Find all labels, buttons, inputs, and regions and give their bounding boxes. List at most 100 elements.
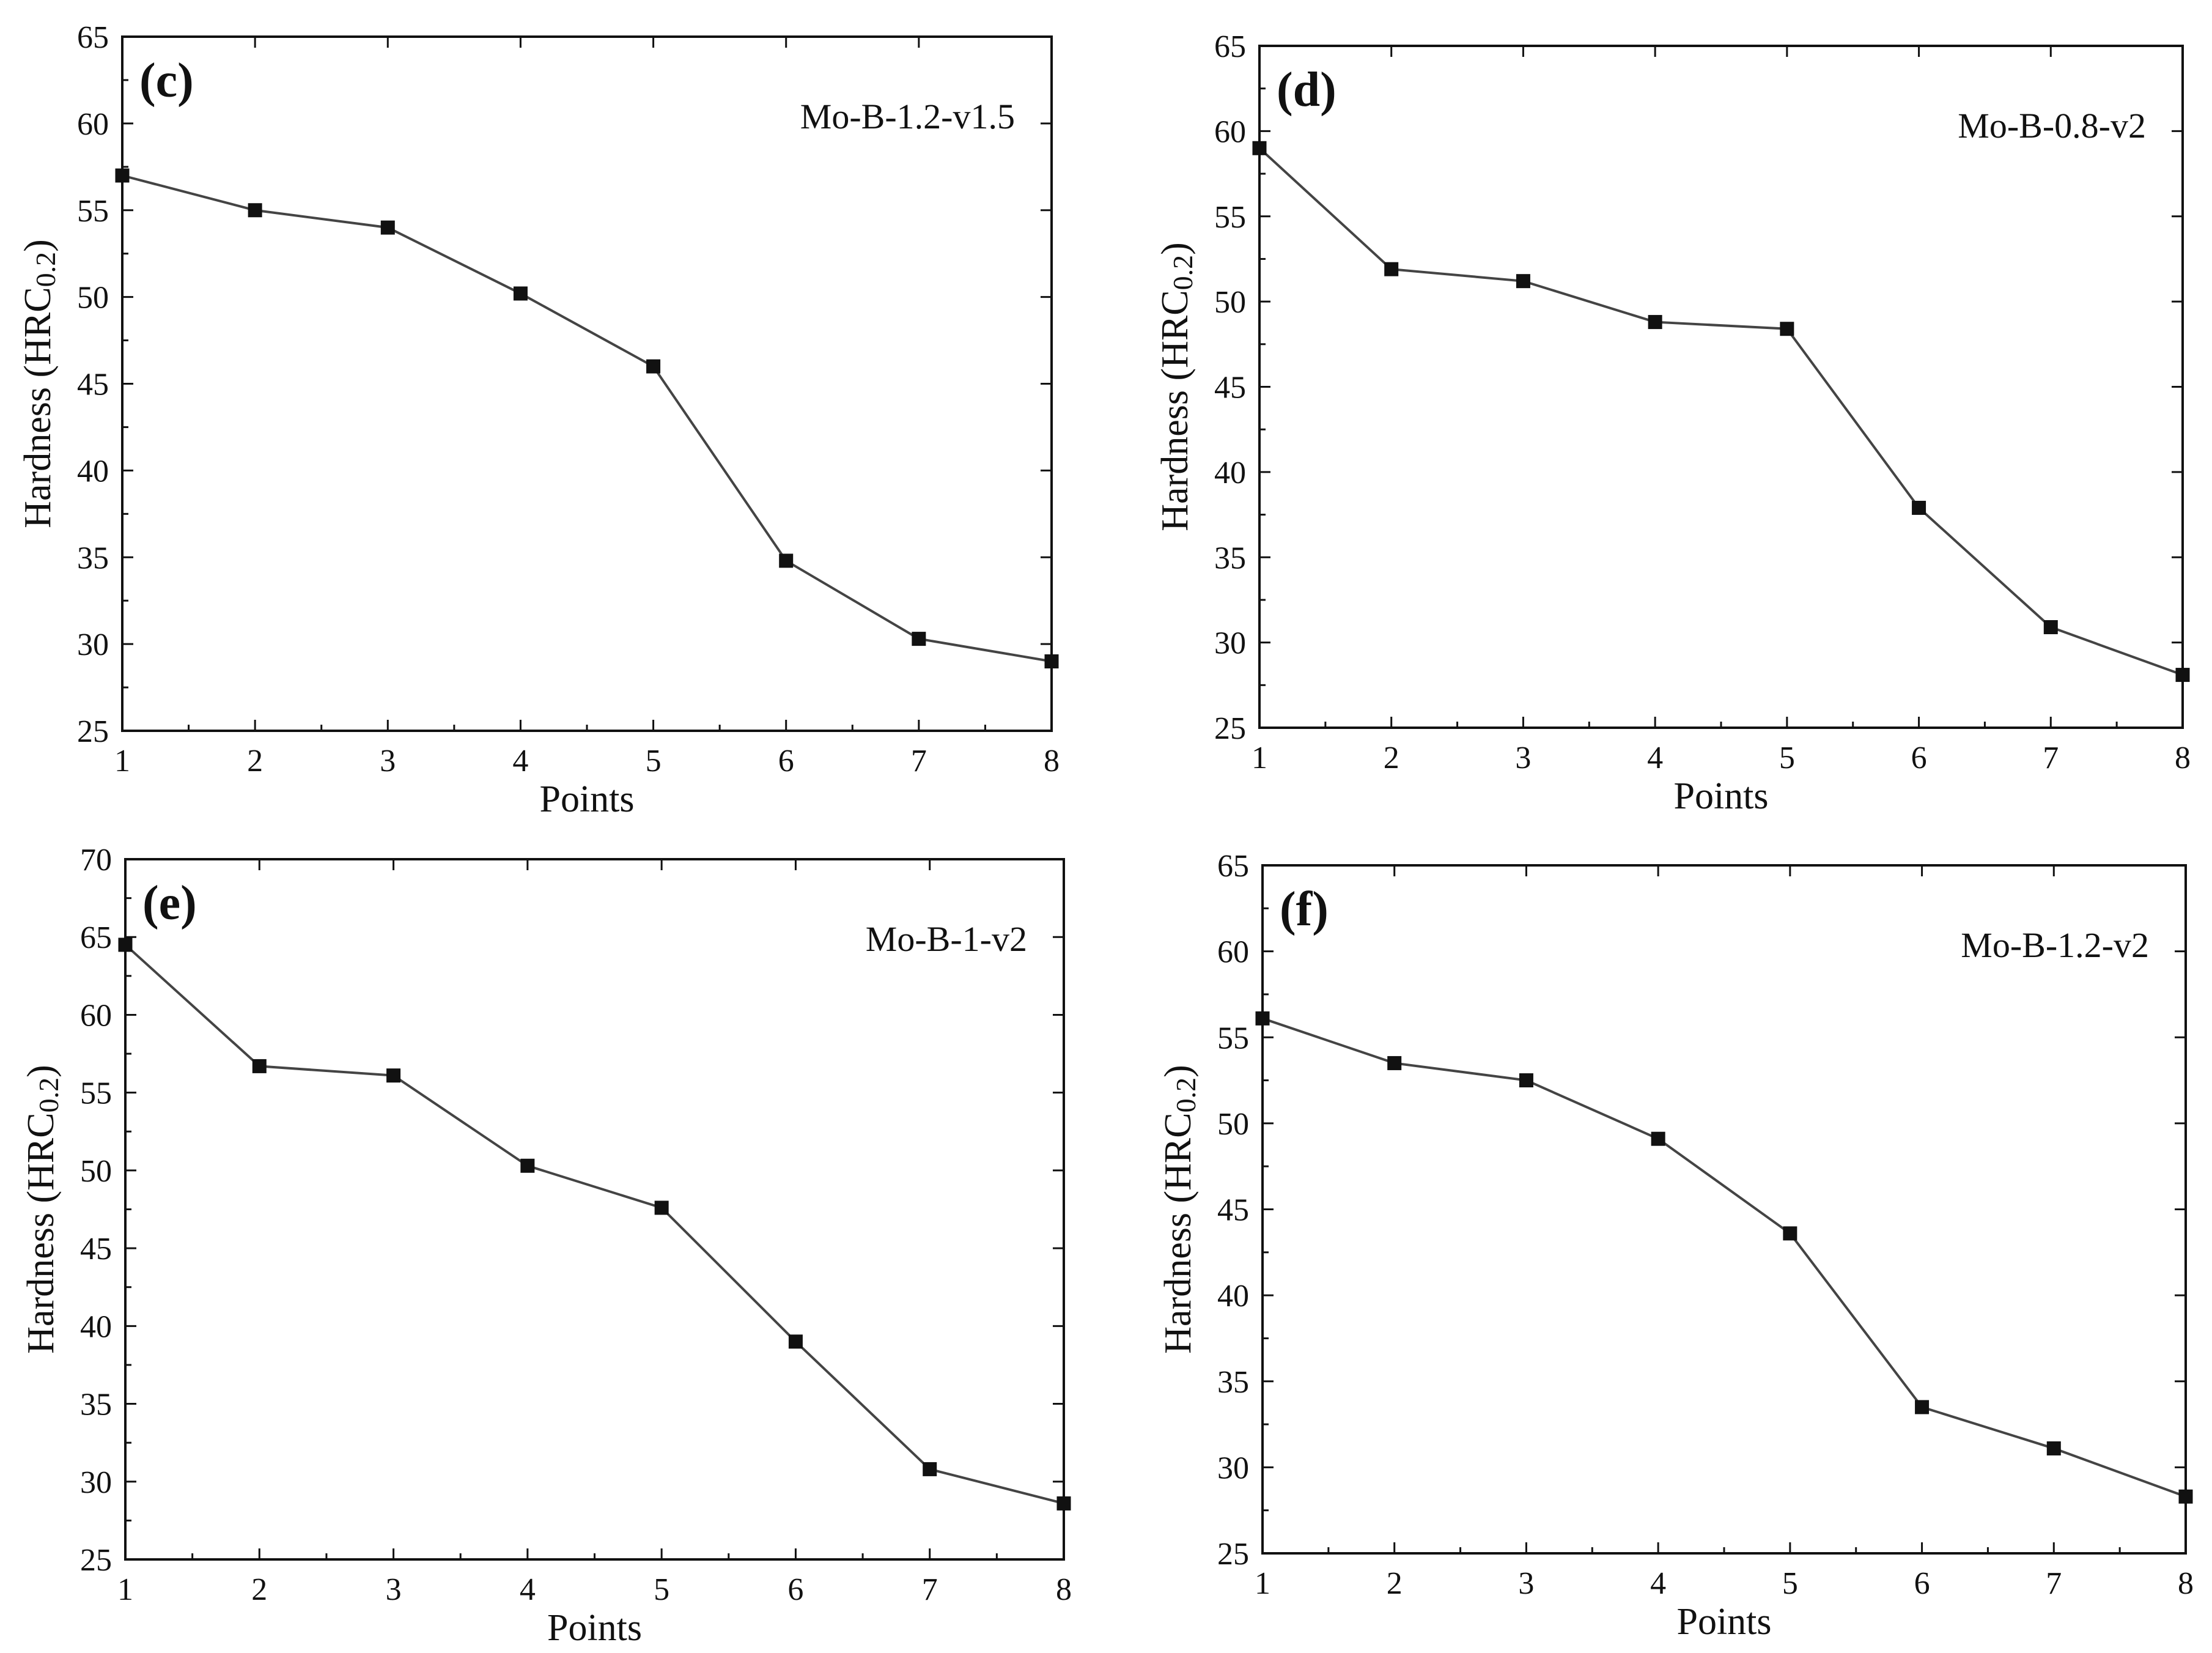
x-tick-label: 6 [1911,741,1927,775]
series-line [1262,1017,2186,1498]
y-axis-title-main: Hardness (HRC [1154,290,1196,531]
data-point [380,220,395,235]
x-tick-label: 8 [1056,1572,1072,1607]
x-tick-label: 8 [2175,741,2191,775]
series-label: Mo-B-1-v2 [866,919,1027,959]
data-point [386,1068,401,1083]
panel-label: (d) [1277,63,1336,117]
y-tick-label: 25 [1214,711,1246,746]
y-tick-label: 55 [1214,200,1246,235]
y-tick-label: 25 [1217,1537,1249,1572]
x-axis-title: Points [1676,1601,1771,1643]
x-tick-label: 8 [2178,1566,2194,1601]
x-tick-label: 1 [117,1572,133,1607]
plot-frame [124,858,1065,1561]
data-point [513,286,528,301]
series-label: Mo-B-1.2-v2 [1961,925,2149,965]
y-tick-label: 30 [1217,1451,1249,1485]
data-point [1915,1400,1930,1414]
data-point [1255,1011,1270,1026]
y-tick-label: 35 [77,541,109,575]
data-point [2178,1489,2193,1504]
y-axis-title-close: ) [1154,242,1196,255]
y-axis-title: Hardness (HRC0.2) [20,1065,64,1354]
data-point [1648,315,1662,330]
data-point [788,1334,803,1349]
y-tick-label: 50 [77,281,109,316]
x-tick-label: 4 [512,744,528,778]
panel-label: (e) [142,876,197,930]
y-tick-label: 60 [77,107,109,142]
y-tick-label: 35 [80,1388,112,1422]
y-axis-title-main: Hardness (HRC [1157,1112,1199,1353]
y-axis-title-subscript: 0.2 [33,1078,64,1113]
plot-frame [121,35,1053,732]
y-tick-label: 60 [1214,114,1246,149]
y-axis-title-close: ) [20,1065,62,1078]
y-axis-title: Hardness (HRC0.2) [1154,242,1198,531]
y-tick-label: 40 [1214,456,1246,490]
y-axis-title-subscript: 0.2 [1170,1078,1201,1113]
y-axis-title-main: Hardness (HRC [20,1112,62,1353]
y-tick-label: 60 [1217,935,1249,970]
y-axis-title: Hardness (HRC0.2) [17,239,61,528]
series-label: Mo-B-1.2-v1.5 [800,97,1015,136]
x-axis-title: Points [1673,775,1768,817]
y-tick-label: 50 [1214,285,1246,320]
y-axis-title-subscript: 0.2 [30,252,61,287]
data-point [912,632,926,646]
y-tick-label: 55 [1217,1021,1249,1056]
x-tick-label: 8 [1044,744,1060,778]
x-tick-label: 1 [114,744,130,778]
series-line [124,944,1064,1505]
x-tick-label: 3 [1518,1566,1534,1601]
y-tick-label: 35 [1214,541,1246,575]
data-point [1516,274,1530,289]
y-tick-label: 65 [80,920,112,955]
data-point [118,937,133,952]
x-tick-label: 4 [520,1572,536,1607]
y-tick-label: 35 [1217,1365,1249,1400]
y-axis-title-close: ) [1157,1065,1199,1078]
y-axis-title-subscript: 0.2 [1167,255,1198,290]
data-point [1387,1056,1402,1070]
data-point [2175,668,2190,682]
x-tick-label: 5 [1779,741,1795,775]
x-tick-label: 3 [380,744,396,778]
x-tick-label: 7 [2046,1566,2062,1601]
data-point [248,203,262,218]
y-tick-label: 55 [77,194,109,229]
x-tick-label: 2 [1384,741,1399,775]
y-tick-label: 55 [80,1076,112,1111]
data-point [252,1059,267,1073]
data-point [923,1462,937,1476]
data-point [1252,141,1267,155]
data-point [1056,1496,1071,1511]
data-point [1912,500,1926,515]
y-tick-label: 30 [1214,626,1246,661]
y-axis-title: Hardness (HRC0.2) [1157,1065,1201,1354]
data-point [779,553,794,568]
data-point [115,168,130,183]
data-point [646,359,661,374]
data-point [520,1158,535,1173]
panel-label: (f) [1280,882,1329,936]
series-label: Mo-B-0.8-v2 [1958,106,2146,146]
y-tick-label: 45 [1214,371,1246,405]
panel-label: (c) [139,54,194,108]
data-point [1519,1073,1533,1088]
x-tick-label: 6 [778,744,794,778]
y-tick-label: 50 [80,1154,112,1189]
x-tick-label: 4 [1647,741,1663,775]
x-tick-label: 1 [1252,741,1267,775]
y-tick-label: 25 [80,1543,112,1578]
y-axis-title-main: Hardness (HRC [17,287,59,528]
data-point [1044,654,1059,668]
series-line [122,174,1052,663]
y-tick-label: 45 [80,1232,112,1267]
data-point [1780,322,1794,336]
